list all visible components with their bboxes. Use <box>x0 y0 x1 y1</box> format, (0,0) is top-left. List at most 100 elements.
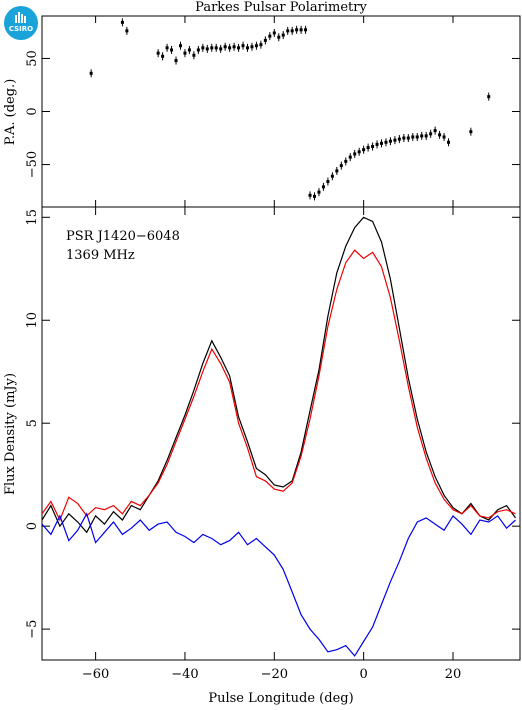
pa-point <box>237 46 241 50</box>
csiro-logo-mark <box>15 12 26 23</box>
pa-point <box>411 135 415 139</box>
pa-point <box>402 136 406 140</box>
pa-point <box>366 146 370 150</box>
flux-ytick-label: 0 <box>25 522 40 530</box>
pa-point <box>424 134 428 138</box>
pa-point <box>353 152 357 156</box>
flux-xlabel: Pulse Longitude (deg) <box>208 691 353 706</box>
pulsar-name-label: PSR J1420−6048 <box>66 229 180 244</box>
pa-point <box>420 134 424 138</box>
pa-point <box>178 44 182 48</box>
pa-point <box>232 45 236 49</box>
pa-point <box>330 174 334 178</box>
flux-xtick-label: −20 <box>261 667 288 682</box>
pa-point <box>357 150 361 154</box>
pa-point <box>228 46 232 50</box>
pa-point <box>89 71 93 75</box>
pa-point <box>313 194 317 198</box>
pa-point <box>268 34 272 38</box>
pa-point <box>259 43 263 47</box>
flux-panel: −5 0 5 10 15 −60 −40 −20 0 20 PSR J1420−6048 1369… <box>3 206 521 706</box>
pa-point <box>263 38 267 42</box>
pa-point <box>317 190 321 194</box>
pa-point <box>393 138 397 142</box>
pa-point <box>205 47 209 51</box>
pa-point <box>339 164 343 168</box>
pa-point <box>469 130 473 134</box>
pa-point <box>161 54 165 58</box>
frequency-label: 1369 MHz <box>66 248 135 263</box>
pa-point <box>375 142 379 146</box>
flux-ytick-label: 15 <box>25 209 40 226</box>
pa-point <box>196 48 200 52</box>
pa-point <box>362 148 366 152</box>
pa-point <box>438 133 442 137</box>
flux-series-line-2 <box>41 512 516 657</box>
pa-point <box>214 46 218 50</box>
pa-point <box>388 139 392 143</box>
flux-frame <box>41 206 521 661</box>
pa-point <box>308 193 312 197</box>
flux-ylabel: Flux Density (mJy) <box>3 373 18 495</box>
pa-point <box>223 45 227 49</box>
pa-point <box>125 29 129 33</box>
pa-point <box>254 44 258 48</box>
pa-point <box>380 141 384 145</box>
flux-ytick-label: 10 <box>25 312 40 329</box>
pa-point <box>192 53 196 57</box>
pa-point <box>219 47 223 51</box>
pa-point <box>433 129 437 133</box>
flux-series-line-0 <box>41 216 516 534</box>
flux-xtick-label: 0 <box>360 667 368 682</box>
pa-frame <box>41 15 521 208</box>
pa-point <box>286 29 290 33</box>
pa-point <box>277 35 281 39</box>
pa-point <box>165 46 169 50</box>
flux-xtick-label: −40 <box>171 667 198 682</box>
pa-point <box>321 185 325 189</box>
pa-point <box>344 159 348 163</box>
pa-point <box>299 28 303 32</box>
pa-point <box>250 45 254 49</box>
pa-point <box>272 31 276 35</box>
pa-point <box>335 169 339 173</box>
flux-ytick-label: 5 <box>25 419 40 427</box>
pa-point <box>487 95 491 99</box>
pa-point <box>415 135 419 139</box>
pa-point <box>290 29 294 33</box>
pa-point <box>371 145 375 149</box>
flux-ytick-label: −5 <box>25 620 40 639</box>
pa-point <box>187 48 191 52</box>
pa-point <box>326 180 330 184</box>
pa-ylabel: P.A. (deg.) <box>3 79 18 146</box>
pa-point <box>384 140 388 144</box>
pa-ytick-label: 0 <box>25 107 40 115</box>
pa-point <box>245 46 249 50</box>
flux-series-line-1 <box>41 249 516 522</box>
pa-point <box>120 20 124 24</box>
pa-point <box>348 155 352 159</box>
pa-point <box>241 44 245 48</box>
pa-ytick-label: −50 <box>25 151 40 178</box>
pa-point <box>281 33 285 37</box>
pa-point <box>397 137 401 141</box>
flux-xtick-label: 20 <box>445 667 462 682</box>
pa-point <box>295 28 299 32</box>
flux-xtick-label: −60 <box>82 667 109 682</box>
pa-point <box>429 132 433 136</box>
pa-point <box>442 135 446 139</box>
pa-panel: −50 0 50 P.A. (deg.) <box>3 15 521 208</box>
pa-point <box>447 140 451 144</box>
pa-point <box>183 51 187 55</box>
pa-point <box>406 136 410 140</box>
pa-point <box>304 28 308 32</box>
pa-point <box>156 51 160 55</box>
pa-point <box>210 46 214 50</box>
pa-point <box>174 59 178 63</box>
csiro-logo-text: CSIRO <box>8 25 34 33</box>
pa-ytick-label: 50 <box>25 50 40 67</box>
figure-title: Parkes Pulsar Polarimetry <box>195 0 367 15</box>
pa-point <box>201 46 205 50</box>
pa-point <box>170 48 174 52</box>
